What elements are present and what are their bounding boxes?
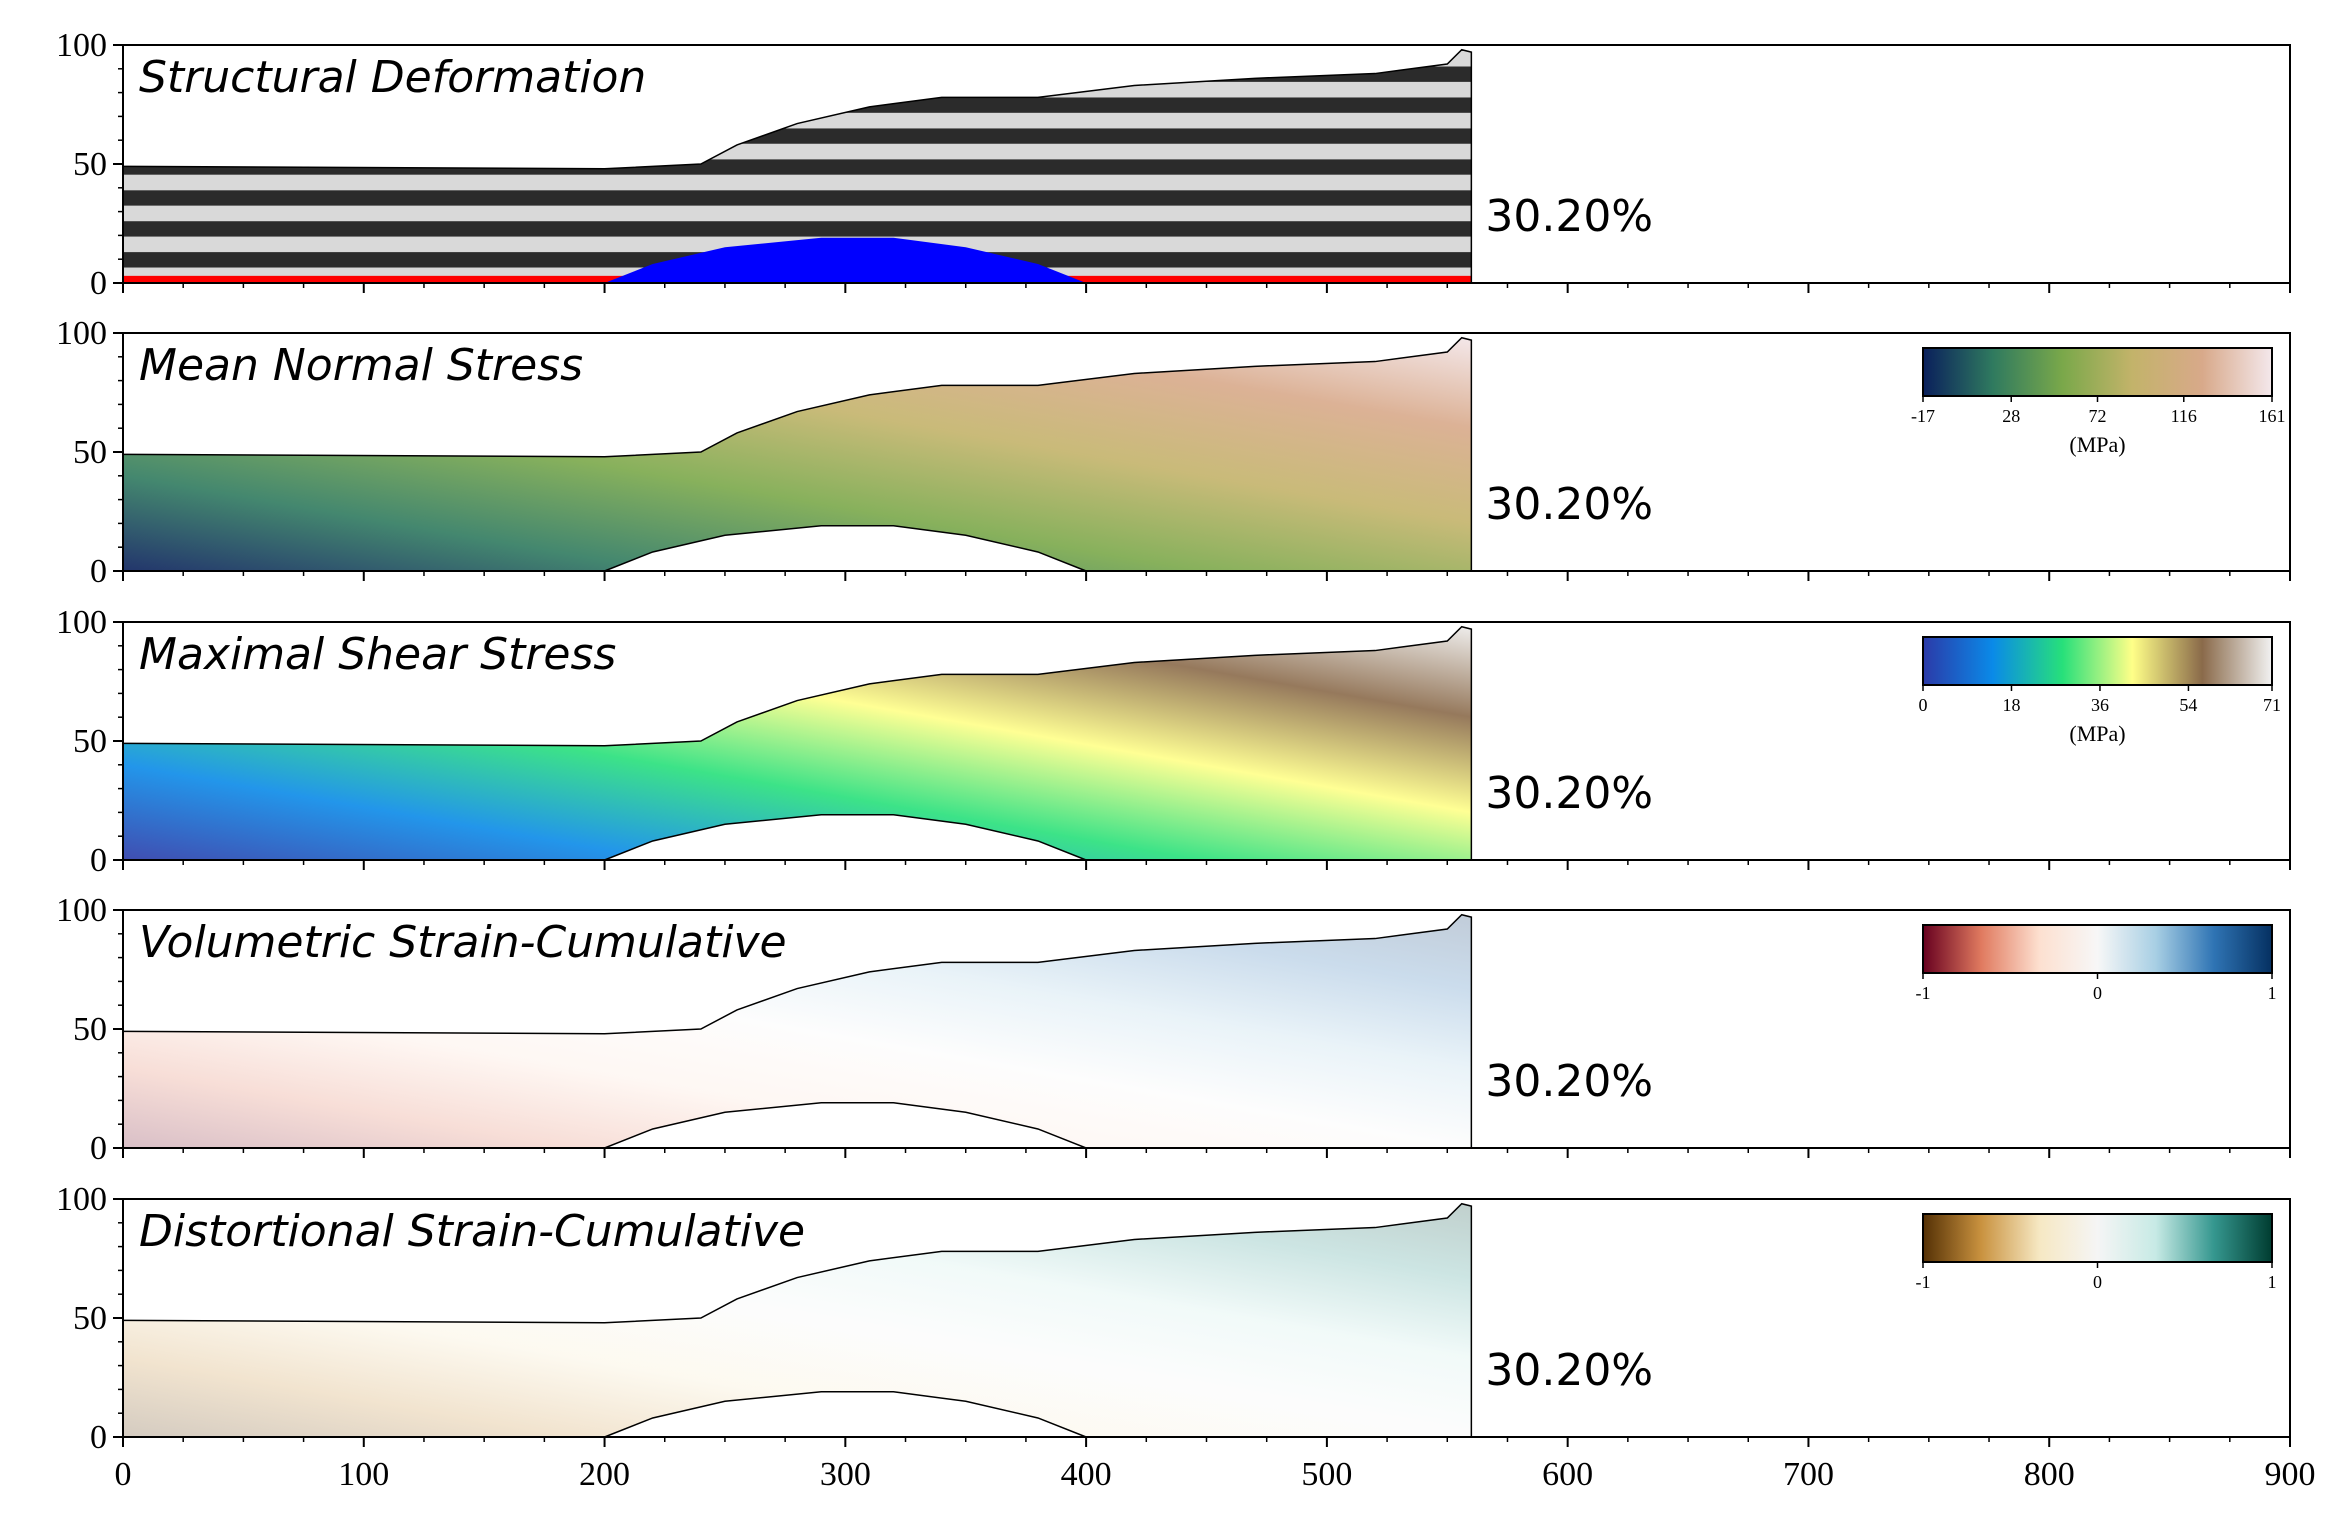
colorbar	[1922, 924, 2273, 974]
colorbar-tick-label: 54	[2179, 695, 2197, 715]
strata-band	[123, 190, 1472, 206]
y-tick-label: 0	[90, 265, 107, 302]
panel-5: 0 50 100 0 100 200 300 400 500 600 700 800 900 Distor…	[56, 1181, 2316, 1493]
colorbar	[1922, 347, 2273, 397]
panel-title: Structural Deformation	[139, 52, 646, 103]
colorbar-tick-label: 28	[2002, 406, 2020, 426]
dome-void	[604, 814, 1087, 861]
panel-1: 0 50 100 Structural Deformation 30.20%	[56, 27, 2291, 302]
colorbar-tick-label: 71	[2263, 695, 2281, 715]
y-tick-label: 0	[90, 553, 107, 590]
dome-void	[604, 1102, 1087, 1149]
colorbar-tick-label: 1	[2268, 983, 2277, 1003]
colorbar-tick-label: 18	[2002, 695, 2020, 715]
strata-band	[123, 221, 1472, 237]
colorbar-tick-label: 72	[2089, 406, 2107, 426]
salt-dome	[604, 237, 1087, 283]
progress-annotation: 30.20%	[1485, 1345, 1653, 1396]
y-tick-label: 100	[56, 27, 107, 64]
strata-band	[123, 205, 1472, 222]
panel-2: 0 50 100 Mean Normal Stress 30.20% -17 28 72 116…	[56, 315, 2291, 590]
x-tick-label: 300	[820, 1456, 871, 1493]
x-tick-label: 600	[1542, 1456, 1593, 1493]
y-tick-label: 100	[56, 1181, 107, 1218]
progress-annotation: 30.20%	[1485, 191, 1653, 242]
colorbar-tick-label: -17	[1911, 406, 1935, 426]
progress-annotation: 30.20%	[1485, 768, 1653, 819]
y-tick-label: 50	[73, 146, 107, 183]
dome-void	[604, 1391, 1087, 1438]
colorbar-unit: (MPa)	[2069, 721, 2125, 746]
x-tick-label: 500	[1301, 1456, 1352, 1493]
y-tick-label: 0	[90, 842, 107, 879]
colorbar	[1922, 636, 2273, 686]
model-outline	[122, 1202, 1473, 1438]
x-tick-label: 0	[115, 1456, 132, 1493]
dome-void	[604, 525, 1087, 572]
colorbar-unit: (MPa)	[2069, 432, 2125, 457]
colorbar	[1922, 1213, 2273, 1263]
y-tick-label: 0	[90, 1419, 107, 1456]
strata-band	[123, 49, 1472, 51]
y-tick-label: 100	[56, 315, 107, 352]
x-tick-label: 100	[338, 1456, 389, 1493]
colorbar-tick-label: -1	[1916, 983, 1931, 1003]
panel-title: Volumetric Strain-Cumulative	[139, 917, 787, 968]
x-tick-label: 800	[2024, 1456, 2075, 1493]
colorbar-tick-label: 1	[2268, 1272, 2277, 1292]
x-tick-label: 200	[579, 1456, 630, 1493]
y-tick-label: 0	[90, 1130, 107, 1167]
strata-band	[123, 128, 1472, 144]
panel-3: 0 50 100 Maximal Shear Stress 30.20% 0 18 36 54 7…	[56, 604, 2291, 879]
x-tick-label: 900	[2265, 1456, 2316, 1493]
colorbar-tick-label: 0	[2093, 983, 2102, 1003]
progress-annotation: 30.20%	[1485, 479, 1653, 530]
model-outline	[122, 625, 1473, 861]
progress-annotation: 30.20%	[1485, 1056, 1653, 1107]
model-outline	[122, 48, 1473, 284]
y-tick-label: 100	[56, 892, 107, 929]
colorbar-tick-label: 36	[2091, 695, 2109, 715]
y-tick-label: 50	[73, 723, 107, 760]
colorbar-tick-label: 0	[1919, 695, 1928, 715]
y-tick-label: 50	[73, 1300, 107, 1337]
colorbar-tick-label: 161	[2259, 406, 2286, 426]
panel-title: Mean Normal Stress	[139, 340, 583, 391]
y-tick-label: 100	[56, 604, 107, 641]
y-tick-label: 50	[73, 1011, 107, 1048]
model-outline	[122, 913, 1473, 1149]
colorbar-tick-label: 0	[2093, 1272, 2102, 1292]
colorbar-tick-label: 116	[2171, 406, 2197, 426]
y-tick-label: 50	[73, 434, 107, 471]
strata-band	[123, 143, 1472, 160]
x-tick-label: 700	[1783, 1456, 1834, 1493]
model-outline	[122, 336, 1473, 572]
strata-band	[123, 174, 1472, 191]
colorbar-tick-label: -1	[1916, 1272, 1931, 1292]
panel-4: 0 50 100 Volumetric Strain-Cumulative 30.20%…	[56, 892, 2291, 1167]
panel-title: Maximal Shear Stress	[139, 629, 616, 680]
x-tick-label: 400	[1061, 1456, 1112, 1493]
strata-band	[123, 112, 1472, 129]
panel-title: Distortional Strain-Cumulative	[139, 1206, 805, 1257]
